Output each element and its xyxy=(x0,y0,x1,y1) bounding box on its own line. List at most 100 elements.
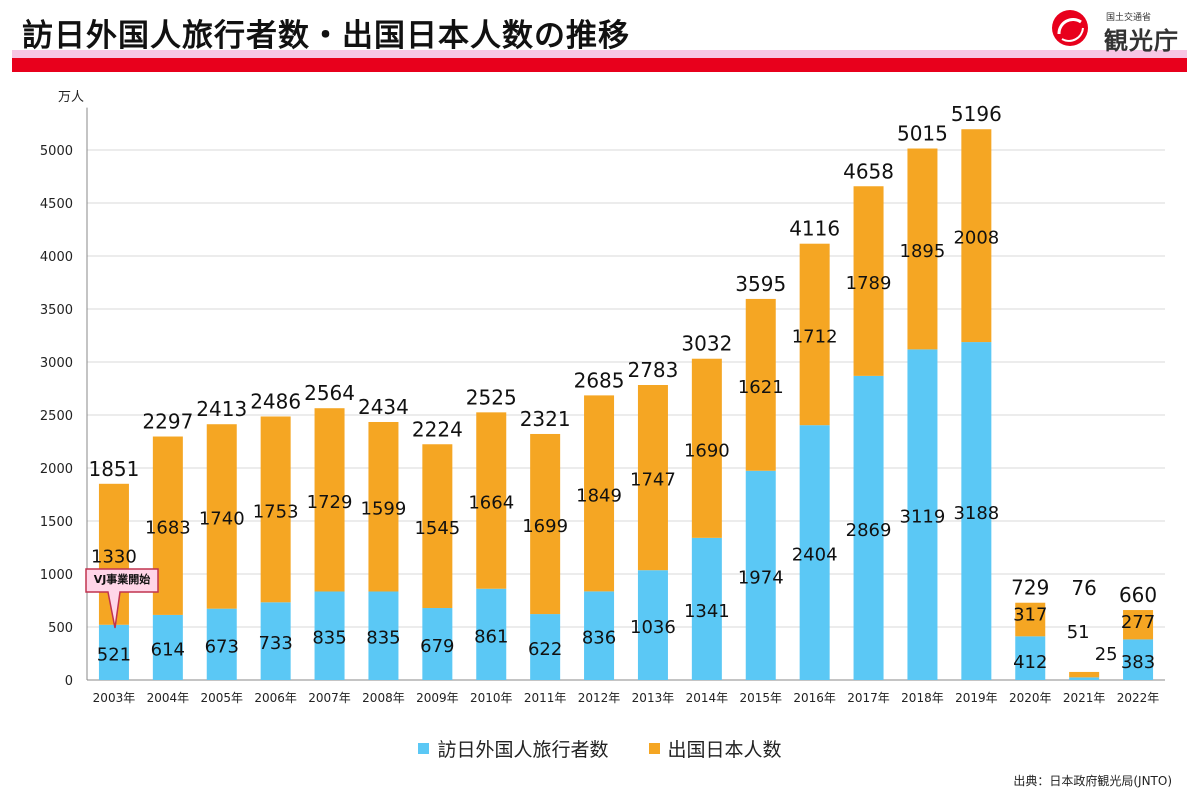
bar-outbound xyxy=(584,395,615,592)
data-label-total: 2321 xyxy=(520,407,571,431)
bar-outbound xyxy=(1015,602,1046,637)
data-label-total: 4658 xyxy=(843,159,894,183)
callout-shape-icon xyxy=(85,568,159,629)
callout-label: VJ事業開始 xyxy=(93,573,151,586)
bar-inbound xyxy=(907,349,938,680)
rising-sun-logo-icon xyxy=(1052,10,1088,46)
data-label-outbound: 1599 xyxy=(361,499,407,520)
data-label-inbound: 3119 xyxy=(900,507,946,528)
bar-inbound xyxy=(584,591,615,680)
data-label-total: 2685 xyxy=(574,368,625,392)
data-label-outbound: 1753 xyxy=(253,501,299,522)
data-label-inbound: 1341 xyxy=(684,601,730,622)
data-label-outbound: 2008 xyxy=(953,228,999,249)
data-label-inbound: 861 xyxy=(474,626,508,647)
bar-inbound xyxy=(799,425,830,680)
data-label-inbound: 25 xyxy=(1095,644,1118,665)
data-label-total: 2525 xyxy=(466,385,517,409)
y-tick-label: 1500 xyxy=(40,515,73,530)
bar-outbound xyxy=(476,412,507,589)
bar-inbound xyxy=(314,591,345,680)
bar-inbound xyxy=(853,375,884,680)
data-label-total: 2783 xyxy=(627,358,678,382)
bar-inbound xyxy=(961,342,992,680)
x-tick-label: 2006年 xyxy=(254,691,297,705)
data-label-outbound: 1664 xyxy=(468,493,514,514)
x-tick-label: 2014年 xyxy=(686,691,729,705)
data-label-total: 2486 xyxy=(250,389,301,413)
x-tick-label: 2013年 xyxy=(632,691,675,705)
data-label-inbound: 614 xyxy=(151,639,185,660)
bar-inbound xyxy=(691,537,722,680)
data-label-inbound: 383 xyxy=(1121,652,1155,673)
data-label-inbound: 733 xyxy=(258,633,292,654)
bar-inbound xyxy=(152,614,183,680)
bar-inbound xyxy=(530,614,561,680)
data-label-total: 4116 xyxy=(789,217,840,241)
x-tick-label: 2005年 xyxy=(200,691,243,705)
data-label-total: 5015 xyxy=(897,122,948,146)
y-tick-label: 500 xyxy=(48,621,73,636)
data-label-inbound: 1974 xyxy=(738,567,784,588)
x-tick-label: 2016年 xyxy=(793,691,836,705)
y-tick-label: 0 xyxy=(65,674,73,689)
bar-inbound xyxy=(1069,677,1100,680)
bar-outbound xyxy=(907,148,938,350)
data-label-inbound: 2404 xyxy=(792,545,838,566)
data-label-total: 3595 xyxy=(735,272,786,296)
page-title: 訪日外国人旅行者数・出国日本人数の推移 xyxy=(22,18,630,54)
y-tick-label: 4500 xyxy=(40,197,73,212)
data-label-outbound: 1747 xyxy=(630,470,676,491)
bar-outbound xyxy=(422,444,453,609)
bar-outbound xyxy=(691,358,722,538)
chart-legend: 訪日外国人旅行者数 出国日本人数 xyxy=(0,735,1200,762)
legend-label-outbound: 出国日本人数 xyxy=(667,739,782,761)
data-label-inbound: 1036 xyxy=(630,617,676,638)
data-label-outbound: 1683 xyxy=(145,518,191,539)
x-tick-label: 2007年 xyxy=(308,691,351,705)
y-axis-unit: 万人 xyxy=(58,90,85,105)
bar-inbound xyxy=(422,608,453,680)
x-tick-label: 2018年 xyxy=(901,691,944,705)
logo-ministry-text: 国土交通省 xyxy=(1106,13,1152,23)
legend-swatch-inbound xyxy=(418,743,430,754)
bar-inbound xyxy=(260,602,291,680)
x-tick-label: 2015年 xyxy=(739,691,782,705)
data-label-inbound: 622 xyxy=(528,639,562,660)
x-tick-label: 2009年 xyxy=(416,691,459,705)
legend-label-inbound: 訪日外国人旅行者数 xyxy=(437,739,609,761)
data-label-total: 1851 xyxy=(88,457,139,481)
data-label-outbound: 277 xyxy=(1121,612,1155,633)
vj-campaign-callout: VJ事業開始 xyxy=(84,568,160,629)
agency-logo: 国土交通省 観光庁 xyxy=(1050,6,1190,55)
y-tick-label: 3000 xyxy=(40,356,73,371)
x-tick-label: 2008年 xyxy=(362,691,405,705)
data-label-outbound: 1729 xyxy=(307,492,353,513)
data-label-inbound: 836 xyxy=(582,628,616,649)
bar-outbound xyxy=(1069,671,1100,678)
data-label-outbound: 1740 xyxy=(199,508,245,529)
data-label-total: 729 xyxy=(1011,576,1049,600)
bar-outbound xyxy=(1123,610,1154,640)
legend-item-inbound: 訪日外国人旅行者数 xyxy=(418,735,609,762)
bar-outbound xyxy=(368,421,399,592)
x-tick-label: 2004年 xyxy=(147,691,190,705)
logo-agency-text: 観光庁 xyxy=(1104,27,1179,55)
data-label-inbound: 835 xyxy=(366,628,400,649)
bar-outbound xyxy=(314,408,345,592)
data-label-outbound: 1545 xyxy=(414,518,460,539)
data-label-total: 2434 xyxy=(358,395,409,419)
header-band-pink xyxy=(12,50,1187,58)
y-tick-label: 3500 xyxy=(40,303,73,318)
header-band-red xyxy=(12,58,1187,72)
data-label-inbound: 673 xyxy=(205,636,239,657)
bar-outbound xyxy=(853,186,884,376)
bar-outbound xyxy=(260,416,291,603)
data-label-inbound: 679 xyxy=(420,636,454,657)
x-tick-label: 2010年 xyxy=(470,691,513,705)
bar-outbound xyxy=(206,424,237,609)
data-label-inbound: 2869 xyxy=(846,520,892,541)
data-label-outbound: 317 xyxy=(1013,605,1047,626)
bar-inbound xyxy=(637,570,668,680)
